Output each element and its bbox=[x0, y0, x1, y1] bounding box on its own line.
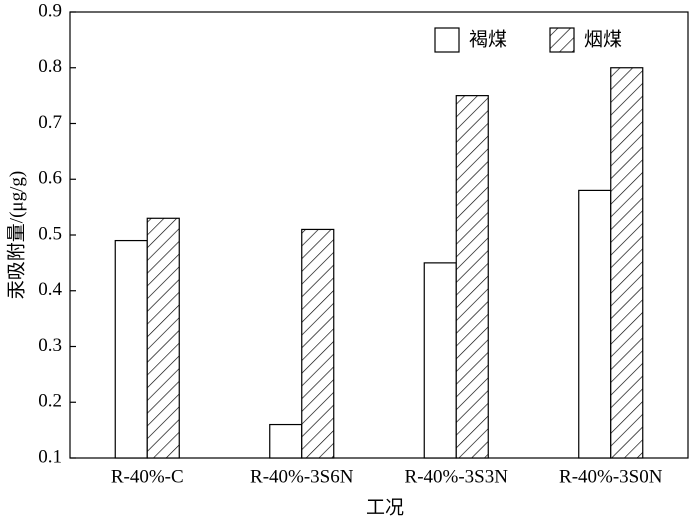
bar bbox=[578, 189, 612, 459]
y-tick-label: 0.1 bbox=[38, 446, 62, 467]
y-tick-label: 0.3 bbox=[38, 335, 62, 356]
y-tick-label: 0.7 bbox=[38, 112, 62, 133]
bar bbox=[423, 262, 457, 459]
bar bbox=[269, 423, 303, 459]
y-tick-label: 0.5 bbox=[38, 223, 62, 244]
y-tick-label: 0.8 bbox=[38, 56, 62, 77]
x-tick-label: R-40%-3S0N bbox=[559, 466, 663, 487]
y-tick-label: 0.6 bbox=[38, 168, 62, 189]
legend-label: 褐煤 bbox=[469, 28, 507, 50]
y-tick-label: 0.2 bbox=[38, 391, 62, 412]
legend-label: 烟煤 bbox=[584, 28, 622, 50]
x-axis-label: 工况 bbox=[366, 497, 404, 518]
x-tick-label: R-40%-3S6N bbox=[250, 466, 354, 487]
bar bbox=[114, 239, 148, 459]
y-axis-label: 汞吸附量/(μg/g) bbox=[5, 171, 27, 299]
y-tick-label: 0.4 bbox=[38, 279, 62, 300]
bar bbox=[455, 95, 489, 459]
legend-swatch bbox=[549, 27, 575, 53]
bar bbox=[146, 217, 180, 459]
x-tick-label: R-40%-3S3N bbox=[405, 466, 509, 487]
bar bbox=[301, 228, 335, 459]
bar bbox=[610, 67, 644, 459]
y-tick-label: 0.9 bbox=[38, 0, 62, 21]
legend-swatch bbox=[434, 27, 460, 53]
x-tick-label: R-40%-C bbox=[111, 466, 184, 487]
